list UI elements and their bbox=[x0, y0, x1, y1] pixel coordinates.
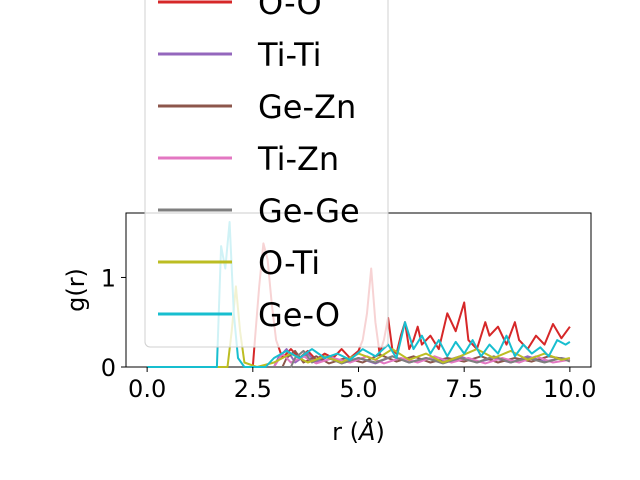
y-axis-ticks: 01 bbox=[101, 264, 126, 382]
x-tick-label: 7.5 bbox=[445, 375, 483, 403]
legend-box bbox=[144, 0, 389, 348]
y-tick-label: 0 bbox=[101, 354, 116, 382]
legend: O-O Ti-Ti Ge-Zn Ti-Zn Ge-Ge O-Ti Ge-O bbox=[144, 0, 389, 348]
series-line-ge-ge bbox=[147, 349, 571, 368]
legend-entry-label: Ge-Ge bbox=[258, 192, 360, 230]
x-axis-ticks: 0.0 2.5 5.0 7.5 10.0 bbox=[128, 367, 597, 403]
x-tick-label: 2.5 bbox=[234, 375, 272, 403]
x-axis-label: r (Å) bbox=[332, 417, 385, 446]
legend-entry-label: Ti-Zn bbox=[257, 140, 339, 178]
legend-entry-label: O-Ti bbox=[258, 244, 320, 282]
x-tick-label: 10.0 bbox=[543, 375, 596, 403]
legend-entry-label: Ge-Zn bbox=[258, 88, 356, 126]
x-tick-label: 0.0 bbox=[128, 375, 166, 403]
legend-entry-label: Ge-O bbox=[258, 296, 340, 334]
x-tick-label: 5.0 bbox=[339, 375, 377, 403]
legend-entry-label: Ti-Ti bbox=[257, 36, 322, 74]
y-axis-label: g(r) bbox=[62, 268, 90, 312]
legend-entry-label: O-O bbox=[258, 0, 322, 22]
plot-area: 0.0 2.5 5.0 7.5 10.0 01 bbox=[101, 212, 597, 403]
series-line-ge-o bbox=[147, 221, 571, 368]
y-tick-label: 1 bbox=[101, 264, 116, 292]
